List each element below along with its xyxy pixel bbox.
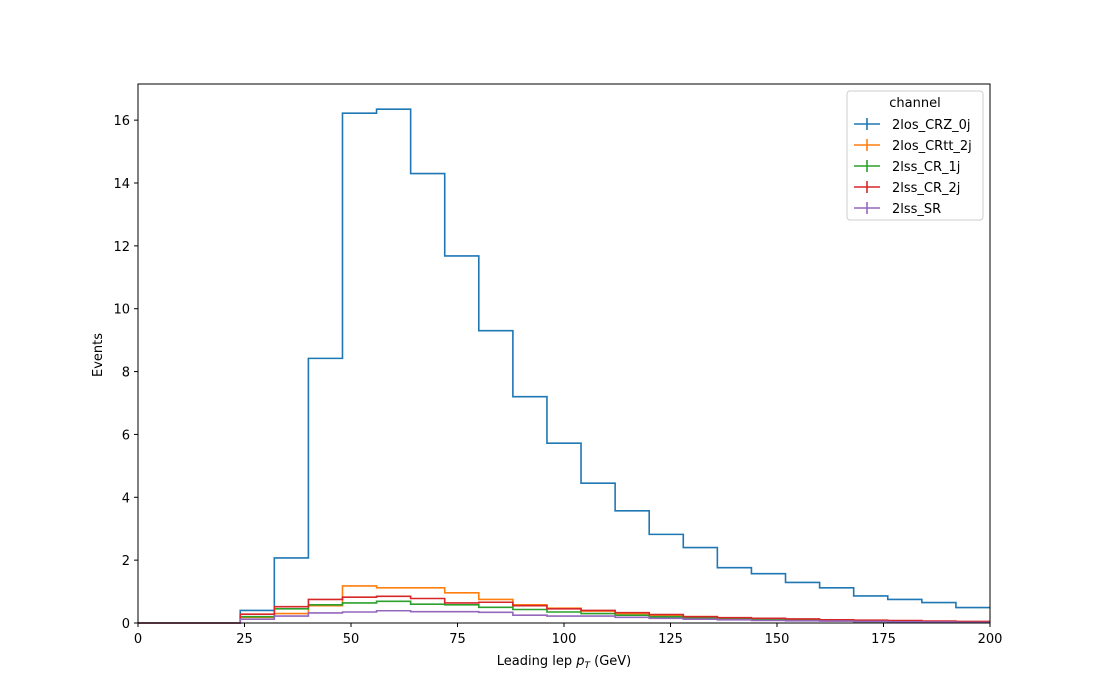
y-axis-label: Events <box>91 333 106 377</box>
x-axis-label-suffix: (GeV) <box>590 654 631 669</box>
series-layer <box>138 108 990 624</box>
legend: channel 2los_CRZ_0j 2los_CRtt_2j 2lss_CR_1… <box>846 90 984 221</box>
y-tick-label: 12 <box>113 240 130 255</box>
x-tick-label: 75 <box>449 632 466 647</box>
legend-label: 2los_CRtt_2j <box>892 139 972 154</box>
x-axis-label-symbol: p <box>575 654 584 669</box>
y-tick-label: 16 <box>113 114 130 129</box>
legend-box <box>846 90 984 221</box>
legend-label: 2los_CRZ_0j <box>892 118 971 133</box>
x-tick-label: 0 <box>134 632 142 647</box>
series-line-2lss_SR <box>138 609 990 624</box>
series-line-2los_CRZ_0j <box>138 108 990 624</box>
y-tick-label: 0 <box>122 617 130 632</box>
y-tick-label: 8 <box>122 366 130 381</box>
x-axis-label-prefix: Leading lep <box>497 654 576 669</box>
y-tick-label: 14 <box>113 177 130 192</box>
x-axis-label: Leading lep pT (GeV) <box>497 654 631 671</box>
x-tick-label: 50 <box>343 632 360 647</box>
y-tick-label: 6 <box>122 428 130 443</box>
legend-label: 2lss_CR_1j <box>892 160 960 175</box>
x-tick-label: 25 <box>236 632 253 647</box>
y-axis: 0 2 4 6 8 10 12 14 16 <box>113 114 138 632</box>
legend-label: 2lss_SR <box>892 202 941 217</box>
x-tick-label: 125 <box>658 632 683 647</box>
legend-label: 2lss_CR_2j <box>892 181 960 196</box>
x-tick-label: 175 <box>871 632 896 647</box>
y-tick-label: 2 <box>122 554 130 569</box>
legend-items: 2los_CRZ_0j 2los_CRtt_2j 2lss_CR_1j 2lss_CR… <box>854 118 972 217</box>
x-tick-label: 150 <box>765 632 790 647</box>
y-tick-label: 10 <box>113 303 130 318</box>
y-tick-label: 4 <box>122 491 130 506</box>
x-axis: 0 25 50 75 100 125 150 175 200 <box>134 623 1003 647</box>
x-tick-label: 200 <box>978 632 1003 647</box>
legend-title: channel <box>889 96 940 111</box>
series-line-2lss_CR_2j <box>138 595 990 624</box>
x-axis-label-subscript: T <box>584 661 591 671</box>
x-tick-label: 100 <box>552 632 577 647</box>
